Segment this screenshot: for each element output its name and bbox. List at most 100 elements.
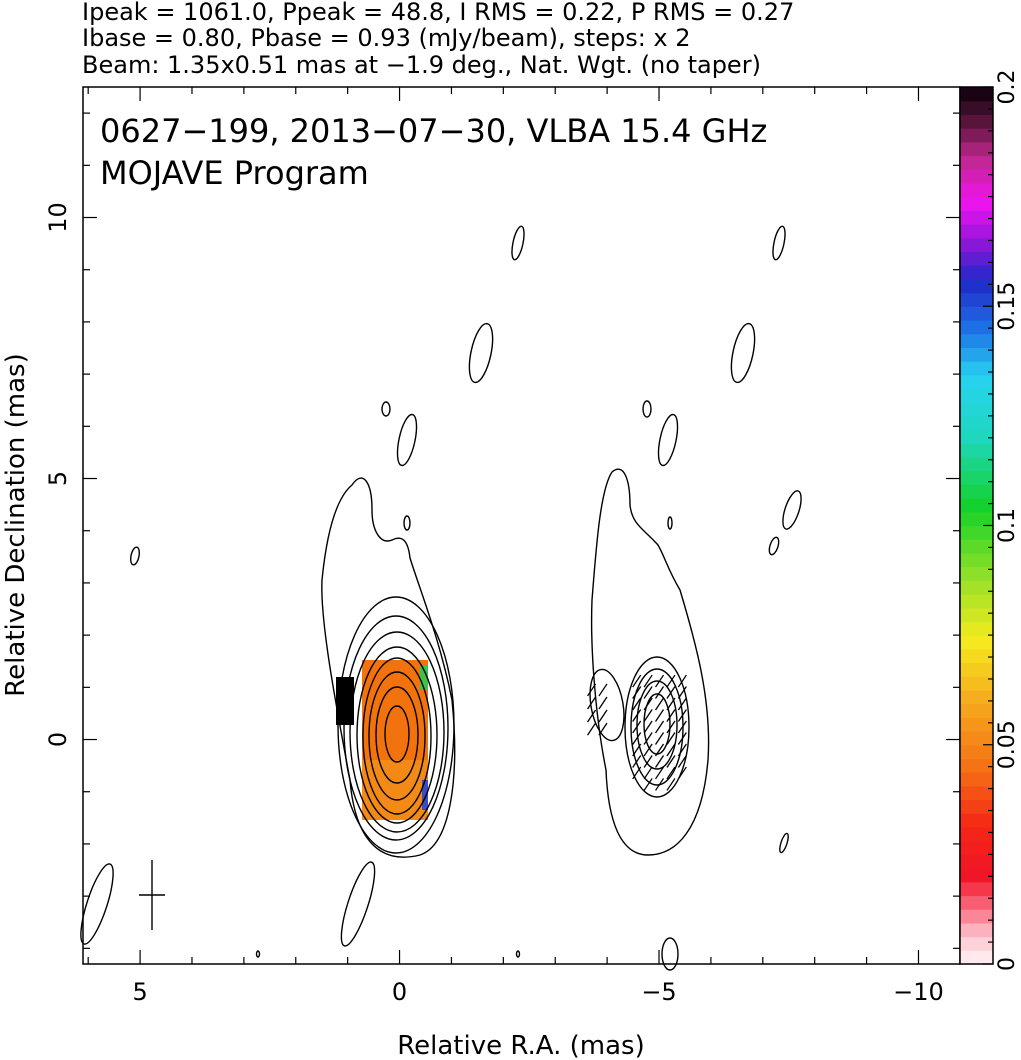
fraction-color-edge-blue	[422, 780, 428, 810]
right-panel-contours	[589, 225, 802, 971]
fraction-color-edge-green	[420, 665, 428, 690]
colorbar-strip	[960, 744, 993, 760]
colorbar-strip	[960, 443, 993, 458]
contour-blob-f	[129, 546, 141, 566]
colorbar-strip	[960, 388, 993, 403]
contour-blob-c	[396, 413, 418, 467]
contour-blob-h	[80, 863, 114, 945]
x-tick-label-0: 5	[132, 978, 147, 1006]
evpa-vector	[654, 674, 665, 688]
evpa-vector	[654, 709, 665, 722]
colorbar: 0 0.05 0.1 0.15 0.2	[959, 70, 1020, 972]
colorbar-strip	[960, 799, 993, 814]
colorbar-strip	[960, 265, 993, 280]
colorbar-strip	[960, 950, 993, 965]
colorbar-strip	[960, 306, 993, 321]
colorbar-strip	[960, 278, 993, 294]
colorbar-strip	[960, 484, 993, 499]
colorbar-strip	[960, 868, 993, 883]
colorbar-tick-labels: 0 0.05 0.1 0.15 0.2	[995, 70, 1020, 972]
evpa-vector	[632, 755, 642, 768]
contour-8	[375, 686, 419, 784]
x-tick-label-1: 0	[392, 978, 407, 1006]
colorbar-strip	[960, 785, 993, 801]
x-tick-label-3: −10	[893, 978, 944, 1006]
colorbar-strip	[960, 758, 993, 773]
evpa-vector	[632, 766, 642, 780]
colorbar-strip	[960, 854, 993, 869]
colorbar-strip	[960, 703, 993, 718]
colorbar-strip	[960, 237, 993, 253]
evpa-vector	[643, 732, 653, 745]
right-blob-e	[667, 516, 673, 530]
colorbar-strip	[960, 909, 993, 924]
contour-9	[384, 705, 410, 763]
header-line-2: Ibase = 0.80, Pbase = 0.93 (mJy/beam), s…	[82, 24, 691, 52]
evpa-vector	[654, 686, 665, 699]
colorbar-strip	[960, 374, 993, 390]
contour-5	[356, 646, 438, 824]
contour-2	[337, 596, 455, 854]
right-blob-g	[768, 536, 780, 556]
colorbar-tick-label-4: 0.2	[995, 70, 1020, 105]
plot-title-line-2: MOJAVE Program	[100, 154, 369, 192]
evpa-vector	[632, 686, 642, 699]
evpa-vector	[654, 720, 665, 734]
right-blob-b	[657, 413, 679, 467]
evpa-vector	[632, 709, 642, 722]
evpa-vector	[666, 766, 676, 780]
evpa-vector	[654, 743, 665, 757]
contour-7	[368, 671, 426, 801]
evpa-vector	[666, 778, 676, 791]
colorbar-strip	[960, 580, 993, 595]
evpa-vector	[598, 696, 608, 710]
right-blob-i	[779, 832, 789, 854]
colorbar-strip	[960, 717, 993, 732]
evpa-vector	[677, 743, 687, 757]
evpa-vector	[632, 674, 642, 688]
x-tick-label-2: −5	[641, 978, 676, 1006]
contour-blob-g	[340, 861, 376, 947]
colorbar-strip	[960, 456, 993, 472]
colorbar-strip	[960, 607, 993, 623]
colorbar-gradient	[960, 87, 993, 965]
evpa-vector	[666, 755, 676, 768]
colorbar-strip	[960, 210, 993, 225]
right-contour-4	[636, 680, 678, 770]
evpa-vector	[587, 722, 597, 736]
evpa-vector	[587, 683, 597, 697]
plot-frame	[82, 86, 961, 965]
colorbar-strip	[960, 813, 993, 828]
contour-blob-b	[381, 401, 391, 417]
evpa-vector	[654, 755, 665, 768]
evpa-vector	[643, 755, 653, 768]
contour-blob-a	[403, 515, 411, 531]
evpa-vector	[677, 674, 687, 688]
colorbar-strip	[960, 415, 993, 431]
colorbar-ticks	[983, 86, 993, 965]
colorbar-tick-label-3: 0.15	[995, 282, 1020, 331]
colorbar-strip	[960, 128, 993, 143]
y-tick-label-0: 0	[44, 732, 72, 747]
colorbar-strip	[960, 635, 993, 650]
colorbar-strip	[960, 169, 993, 184]
colorbar-tick-label-0: 0	[995, 957, 1020, 971]
colorbar-strip	[960, 333, 993, 348]
colorbar-strip	[960, 87, 993, 102]
evpa-vector	[654, 778, 665, 791]
colorbar-strip	[960, 772, 993, 787]
contour-3	[343, 615, 449, 841]
plot-area	[80, 86, 961, 971]
right-blob-c	[730, 322, 756, 384]
contour-4	[349, 631, 445, 833]
colorbar-strip	[960, 429, 993, 444]
x-tick-labels: 5 0 −5 −10	[132, 978, 943, 1006]
left-panel-contours	[80, 225, 525, 958]
colorbar-strip	[960, 155, 993, 170]
axis-ticks	[83, 87, 960, 964]
evpa-vector	[598, 722, 608, 736]
colorbar-strip	[960, 936, 993, 951]
colorbar-strip	[960, 922, 993, 938]
evpa-vector	[643, 674, 653, 688]
